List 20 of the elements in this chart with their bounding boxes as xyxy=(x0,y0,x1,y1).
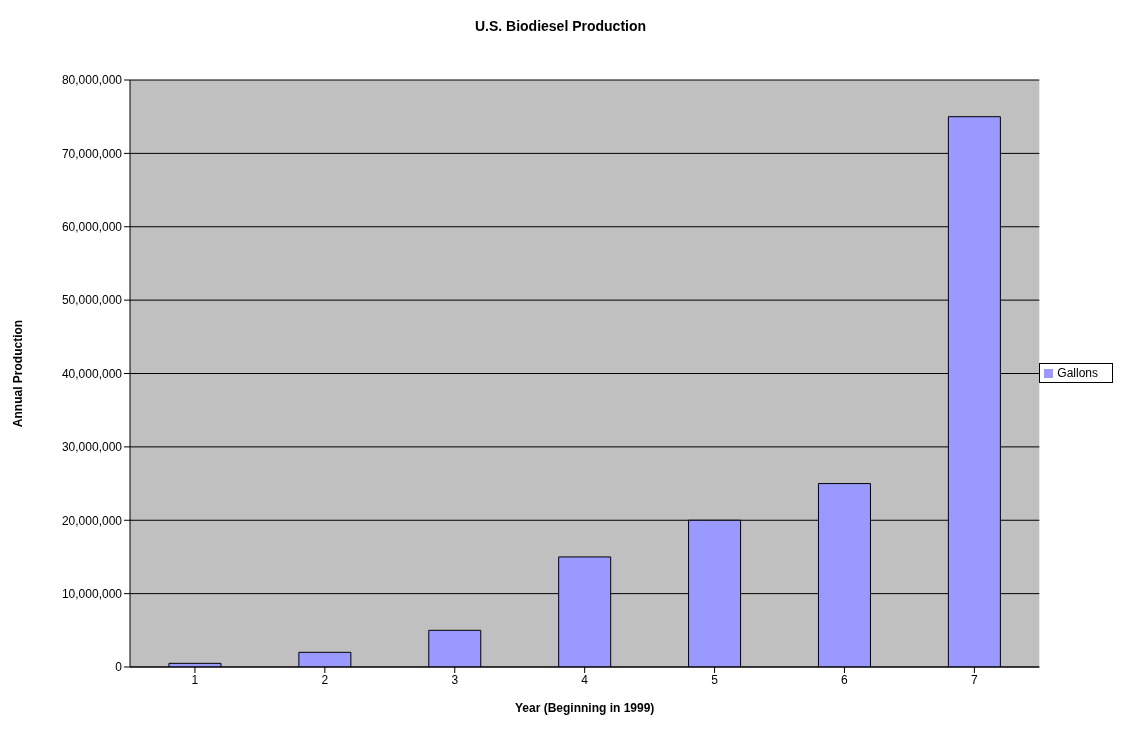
x-axis-title: Year (Beginning in 1999) xyxy=(514,701,655,715)
y-tick-label: 30,000,000 xyxy=(61,440,123,455)
y-tick-label: 50,000,000 xyxy=(61,293,123,308)
x-tick-label: 7 xyxy=(971,672,979,687)
y-tick-label: 10,000,000 xyxy=(61,586,123,601)
y-tick-label: 70,000,000 xyxy=(61,146,123,161)
y-tick-label: 40,000,000 xyxy=(61,366,123,381)
x-tick-label: 6 xyxy=(841,672,849,687)
y-tick-label: 20,000,000 xyxy=(61,513,123,528)
y-axis-title: Annual Production xyxy=(11,319,26,428)
x-tick-label: 4 xyxy=(581,672,589,687)
y-tick-label: 80,000,000 xyxy=(61,73,123,88)
x-tick-label: 2 xyxy=(321,672,329,687)
x-tick-label: 3 xyxy=(451,672,459,687)
x-tick-label: 1 xyxy=(191,672,199,687)
chart-title: U.S. Biodiesel Production xyxy=(473,18,648,34)
y-tick-label: 0 xyxy=(115,660,123,675)
x-tick-label: 5 xyxy=(711,672,719,687)
y-tick-label: 60,000,000 xyxy=(61,220,123,235)
legend-label: Gallons xyxy=(1057,365,1098,380)
